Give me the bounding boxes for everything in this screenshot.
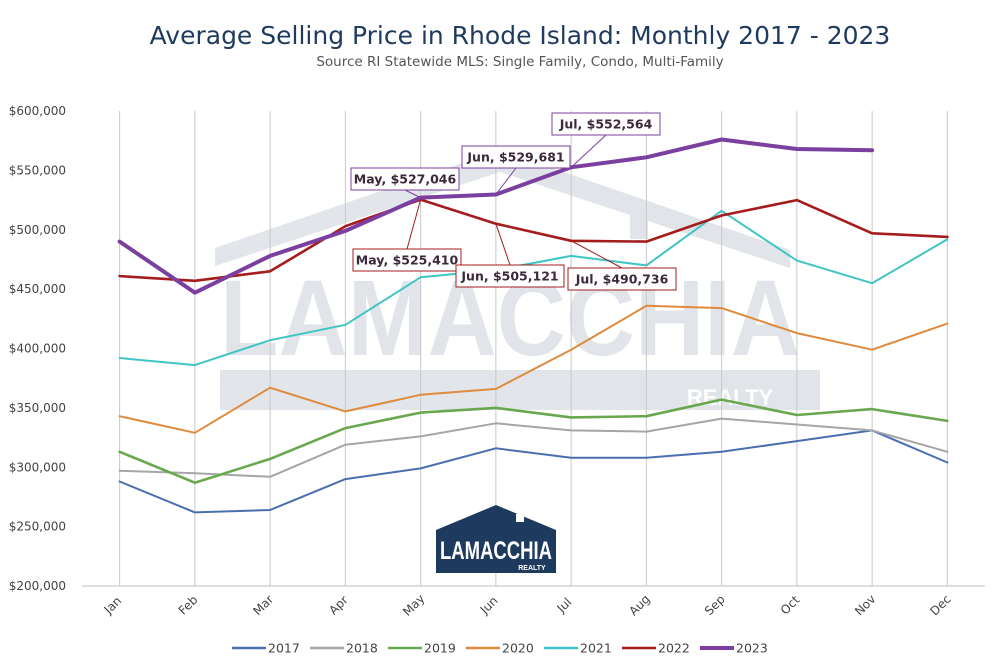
- x-tick-label: Jan: [101, 594, 125, 618]
- callout-leader: [570, 134, 607, 168]
- legend-label: 2020: [502, 641, 534, 656]
- x-tick-label: Sep: [702, 592, 728, 618]
- legend-label: 2019: [424, 641, 456, 656]
- legend-label: 2021: [580, 641, 612, 656]
- x-tick-label: Mar: [250, 592, 276, 618]
- callout-box: [350, 167, 460, 191]
- callout-label: May, $525,410: [356, 253, 459, 268]
- y-tick-label: $600,000: [9, 104, 66, 118]
- callout-box: [461, 145, 571, 169]
- callout-label: Jul, $490,736: [575, 272, 669, 287]
- annotations: May, $527,046 Jun, $529,681 Jul, $552,564 M…: [350, 112, 677, 291]
- y-tick-label: $350,000: [9, 401, 66, 415]
- series-line-2020: [118, 304, 949, 434]
- x-tick-label: Dec: [927, 592, 953, 618]
- series-line-2019: [118, 398, 949, 485]
- x-tick-label: Apr: [326, 593, 351, 618]
- legend-label: 2023: [736, 641, 768, 656]
- callout-leader: [495, 223, 511, 266]
- chart-subtitle: Source RI Statewide MLS: Single Family, …: [316, 54, 723, 70]
- legend-label: 2018: [346, 641, 378, 656]
- series-line-2021: [118, 209, 949, 367]
- y-tick-label: $450,000: [9, 282, 66, 296]
- watermark-sub: REALTY: [687, 385, 774, 410]
- legend-label: 2022: [658, 641, 690, 656]
- callout-box: [352, 248, 462, 272]
- callout-leader: [570, 240, 623, 269]
- logo-brand: LAMACCHIA: [440, 537, 552, 565]
- x-tick-label: Jul: [554, 595, 575, 616]
- x-tick-label: Jun: [477, 594, 501, 618]
- callout-box: [567, 267, 677, 291]
- legend: 2017 2018 2019 2020 2021 2022 2023: [232, 641, 768, 656]
- callout-box: [551, 112, 661, 136]
- brand-logo: LAMACCHIA REALTY: [436, 505, 556, 573]
- callout-leader: [495, 167, 517, 195]
- y-tick-label: $500,000: [9, 223, 66, 237]
- x-tick-label: Aug: [626, 592, 652, 618]
- callout-box: [455, 264, 565, 288]
- chart-title: Average Selling Price in Rhode Island: M…: [150, 21, 891, 50]
- callout-leader: [404, 189, 421, 199]
- x-tick-label: May: [400, 591, 427, 618]
- y-tick-label: $550,000: [9, 163, 66, 177]
- y-axis: $200,000 $250,000 $300,000 $350,000 $400,000…: [9, 104, 66, 593]
- callout-leader: [406, 199, 422, 250]
- y-tick-label: $400,000: [9, 342, 66, 356]
- callout-label: May, $527,046: [354, 172, 457, 187]
- callout-label: Jul, $552,564: [559, 117, 653, 132]
- series-line-2017: [118, 429, 949, 514]
- y-tick-label: $300,000: [9, 460, 66, 474]
- series-line-2018: [118, 417, 949, 478]
- series-line-2022: [118, 198, 949, 283]
- x-tick-label: Feb: [176, 593, 201, 618]
- legend-label: 2017: [268, 641, 300, 656]
- callout-label: Jun, $505,121: [460, 269, 558, 284]
- x-tick-label: Oct: [778, 593, 803, 618]
- grid-lines: [82, 111, 985, 587]
- y-tick-label: $200,000: [9, 579, 66, 593]
- callout-label: Jun, $529,681: [466, 150, 564, 165]
- x-tick-label: Nov: [852, 592, 878, 618]
- x-axis: Jan Feb Mar Apr May Jun Jul Aug Sep Oct Nov Dec: [101, 591, 954, 618]
- logo-sub: REALTY: [518, 565, 546, 572]
- y-tick-label: $250,000: [9, 520, 66, 534]
